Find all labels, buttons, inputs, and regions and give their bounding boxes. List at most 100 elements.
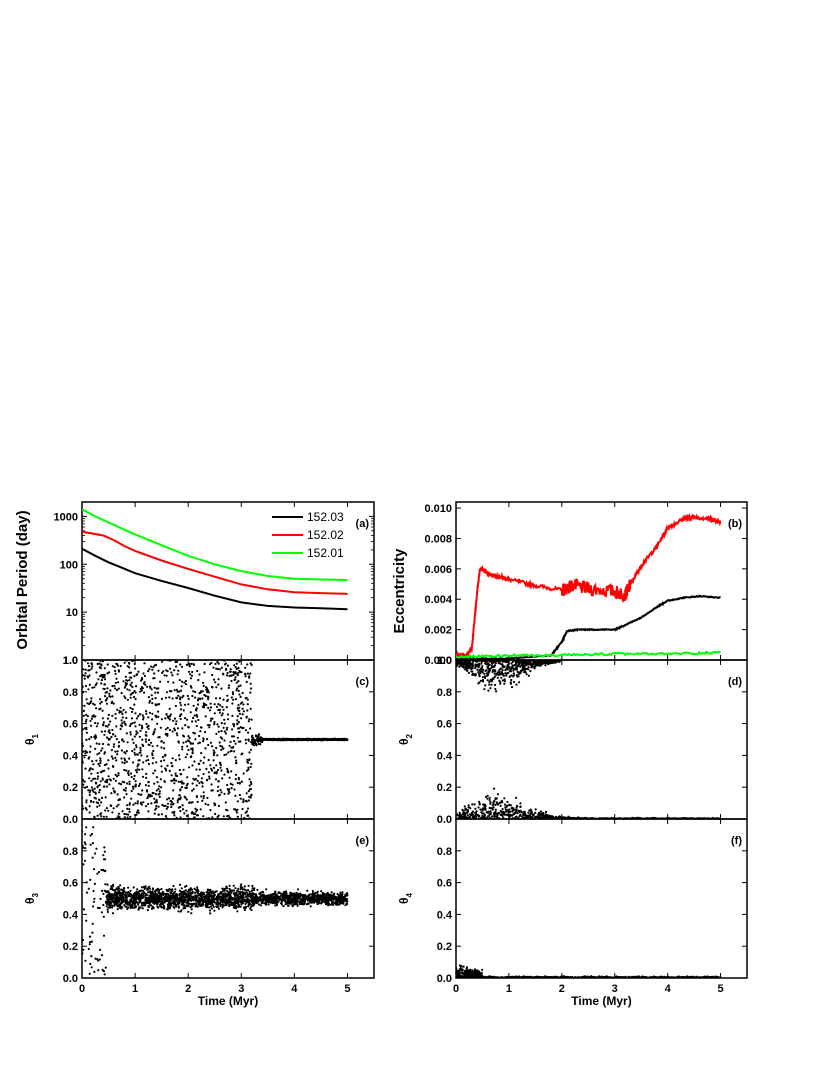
data-point [90, 667, 93, 670]
data-point [485, 669, 488, 672]
data-point [108, 737, 111, 741]
data-point [104, 869, 107, 873]
data-point [182, 741, 185, 744]
data-point [512, 813, 515, 816]
data-point [117, 772, 120, 775]
data-point [105, 905, 108, 908]
data-point [118, 709, 121, 713]
y-tick-label: 1.0 [63, 655, 78, 667]
data-point [489, 687, 492, 690]
data-point [157, 736, 160, 739]
data-point [106, 898, 109, 901]
data-point [93, 715, 96, 718]
data-point [318, 738, 321, 741]
data-point [173, 689, 176, 692]
data-point [133, 751, 136, 754]
data-point [250, 908, 253, 912]
data-point [182, 768, 185, 771]
data-point [522, 813, 525, 816]
data-point [212, 766, 216, 770]
data-point [221, 737, 224, 740]
data-point [127, 773, 130, 777]
data-point [88, 935, 92, 938]
data-point [112, 743, 116, 746]
data-point [123, 757, 126, 760]
data-point [501, 679, 505, 682]
data-point [128, 808, 131, 811]
data-point [99, 666, 102, 669]
data-point [250, 905, 253, 908]
panel-label: (d) [728, 676, 742, 688]
data-point [176, 660, 179, 663]
data-point [147, 696, 150, 699]
data-point [98, 958, 101, 961]
data-point [134, 802, 137, 805]
data-point [139, 713, 142, 716]
data-point [135, 717, 138, 720]
data-point [160, 813, 163, 816]
data-point [157, 710, 160, 713]
data-point [483, 688, 486, 691]
data-point [255, 744, 258, 747]
data-point [146, 755, 149, 758]
data-point [514, 812, 517, 815]
data-point [281, 737, 284, 741]
data-point [175, 688, 178, 691]
data-point [476, 668, 479, 671]
data-point [99, 759, 102, 762]
data-point [237, 703, 240, 707]
data-point [153, 801, 156, 804]
data-point [272, 737, 275, 741]
data-point [510, 678, 513, 682]
data-point [105, 815, 108, 818]
data-point [99, 698, 102, 701]
data-point [123, 768, 126, 772]
data-point [503, 682, 506, 685]
data-point [129, 906, 132, 910]
data-point [84, 750, 87, 753]
data-point [465, 808, 468, 811]
data-point [508, 660, 511, 662]
y-tick-label: 1.0 [63, 655, 78, 667]
plot-area [456, 660, 722, 819]
data-point [493, 787, 496, 790]
data-point [516, 805, 519, 808]
data-point [229, 903, 232, 906]
data-point [133, 748, 136, 751]
data-point [524, 812, 527, 816]
data-point [283, 739, 286, 742]
data-point [250, 794, 253, 797]
data-point [546, 660, 549, 662]
data-point [207, 696, 210, 699]
data-point [159, 778, 162, 781]
data-point [220, 721, 223, 725]
data-point [207, 771, 210, 774]
data-point [235, 667, 238, 671]
data-point [105, 895, 108, 899]
data-point [145, 776, 148, 780]
data-point [99, 897, 102, 901]
data-point [143, 681, 146, 684]
data-point [120, 757, 123, 760]
data-point [142, 904, 145, 907]
data-point [207, 698, 210, 701]
data-point [254, 734, 258, 737]
data-point [129, 722, 132, 726]
data-point [184, 756, 187, 759]
data-point [160, 906, 163, 909]
data-point [199, 808, 202, 811]
data-point [93, 796, 96, 799]
data-point [182, 709, 185, 712]
data-point [131, 692, 134, 695]
data-point [197, 889, 200, 892]
data-point [147, 784, 150, 788]
data-point [232, 673, 235, 677]
data-point [217, 780, 220, 783]
data-point [82, 846, 85, 849]
data-point [537, 814, 540, 818]
data-point [239, 660, 242, 662]
data-point [509, 810, 512, 813]
data-point [230, 891, 233, 894]
data-point [104, 730, 107, 733]
data-point [123, 720, 126, 723]
